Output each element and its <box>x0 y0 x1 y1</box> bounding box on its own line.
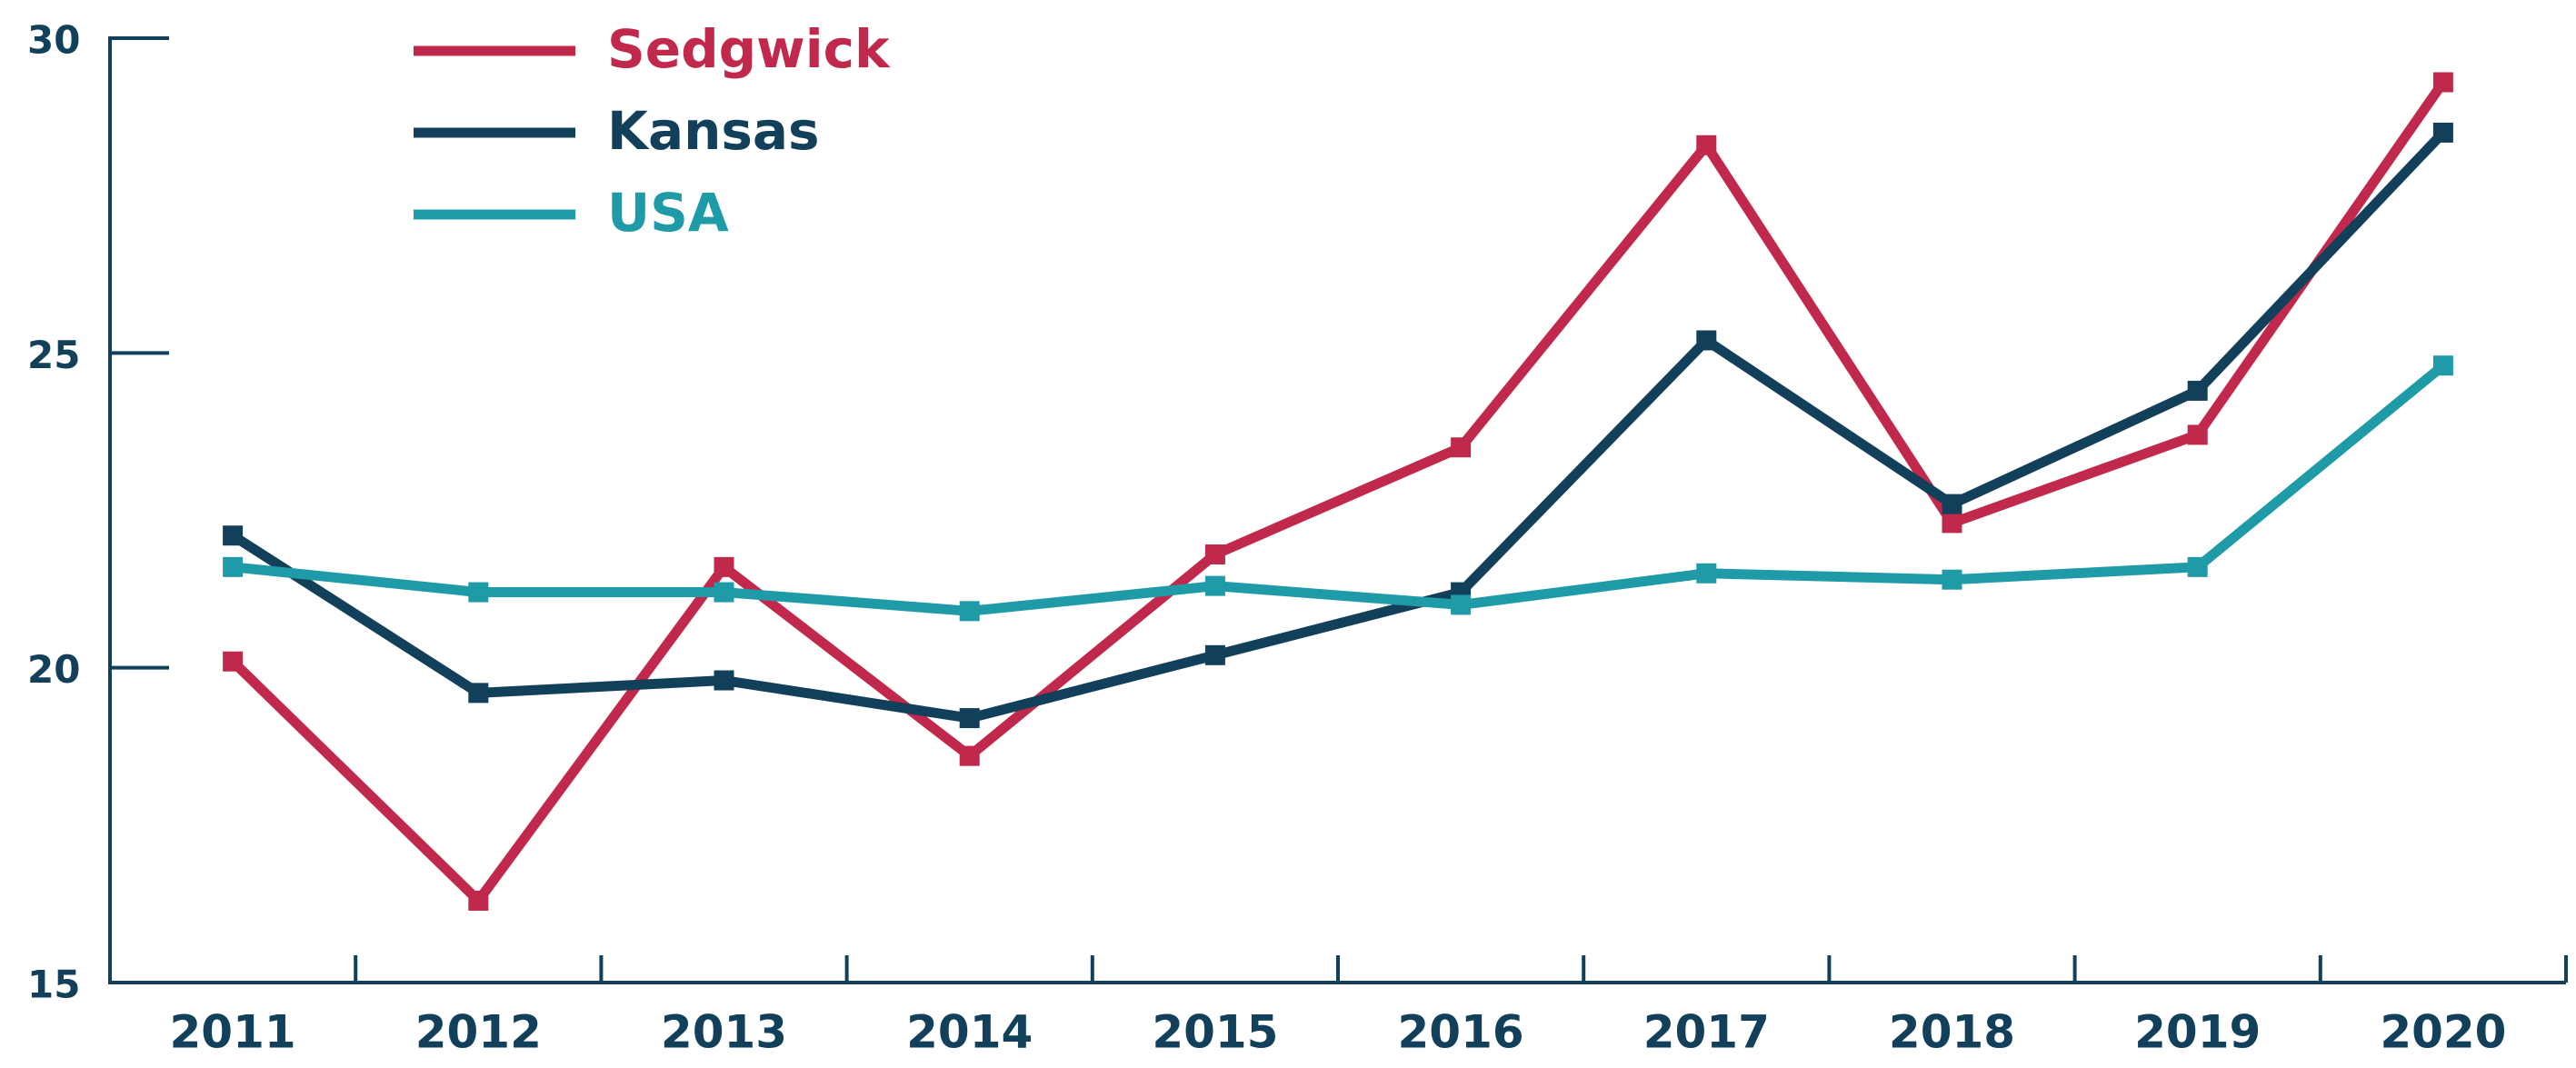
x-tick-label: 2016 <box>1398 1006 1524 1059</box>
series-line <box>232 361 2447 616</box>
point-marker <box>1204 544 1225 564</box>
x-tick-label: 2018 <box>1889 1006 2015 1059</box>
point-marker <box>1451 594 1472 615</box>
point-marker <box>1942 494 1962 514</box>
point-marker <box>2187 380 2208 401</box>
y-tick-label: 25 <box>27 333 80 377</box>
point-marker <box>714 556 734 577</box>
point-marker <box>468 582 489 603</box>
point-marker <box>1696 330 1717 351</box>
y-tick-label: 20 <box>27 647 80 692</box>
legend-label: Sedgwick <box>607 18 891 80</box>
x-tick-label: 2017 <box>1643 1006 1770 1059</box>
point-marker <box>1696 135 1717 155</box>
point-marker <box>223 525 244 546</box>
point-marker <box>2432 122 2453 143</box>
x-tick-label: 2020 <box>2380 1006 2506 1059</box>
x-tick-label: 2013 <box>661 1006 787 1059</box>
point-marker <box>468 890 489 911</box>
legend-label: USA <box>607 182 729 244</box>
point-marker <box>1942 569 1962 590</box>
point-marker <box>223 651 244 672</box>
series-line <box>229 79 2448 906</box>
point-marker <box>959 708 980 729</box>
legend-label: Kansas <box>607 100 820 162</box>
x-tick-label: 2014 <box>906 1006 1033 1059</box>
x-tick-label: 2012 <box>415 1006 542 1059</box>
point-marker <box>223 556 244 577</box>
y-tick-label: 30 <box>27 18 80 63</box>
x-tick-label: 2015 <box>1152 1006 1278 1059</box>
point-marker <box>468 683 489 704</box>
point-marker <box>1451 437 1472 458</box>
x-tick-label: 2019 <box>2134 1006 2261 1059</box>
x-tick-label: 2011 <box>170 1006 296 1059</box>
point-marker <box>714 582 734 603</box>
point-marker <box>2432 355 2453 376</box>
y-tick-label: 15 <box>27 963 80 1007</box>
point-marker <box>1204 575 1225 596</box>
point-marker <box>959 745 980 766</box>
point-marker <box>1696 563 1717 584</box>
point-marker <box>2187 556 2208 577</box>
point-marker <box>714 670 734 691</box>
point-marker <box>2187 424 2208 445</box>
point-marker <box>959 601 980 622</box>
point-marker <box>1942 513 1962 534</box>
point-marker <box>2432 72 2453 93</box>
point-marker <box>1204 644 1225 665</box>
series-line <box>230 129 2447 724</box>
